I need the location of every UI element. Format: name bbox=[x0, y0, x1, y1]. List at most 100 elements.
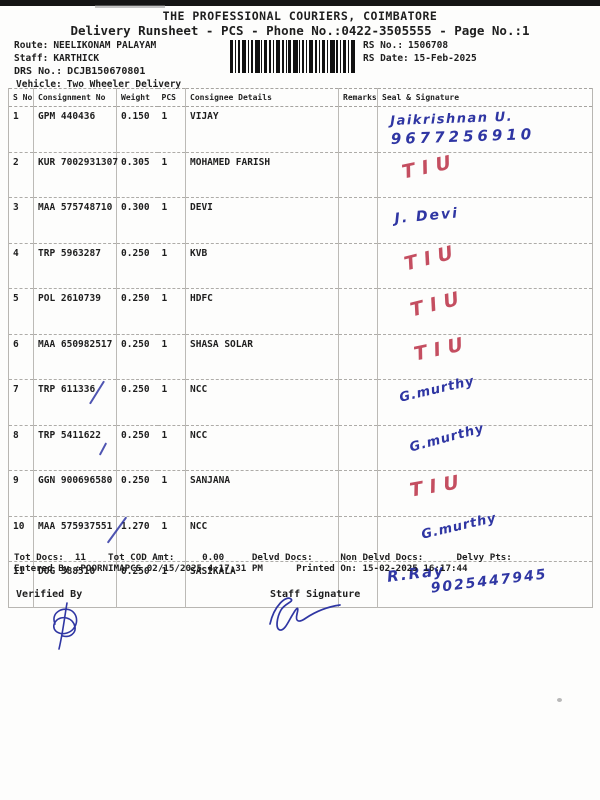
col-header-sno: S No bbox=[8, 88, 34, 107]
cell-signature: J. Devi bbox=[377, 197, 593, 244]
staff-signature-label: Staff Signature bbox=[270, 589, 361, 600]
cell-sno: 4 bbox=[8, 243, 34, 289]
route-line: Route: NEELIKONAM PALAYAM bbox=[14, 40, 156, 51]
cell-signature: TIU bbox=[377, 470, 593, 517]
cell-signature: TIU bbox=[377, 239, 593, 289]
table-row: 6 MAA 650982517 0.250 1 SHASA SOLAR TIU bbox=[8, 331, 593, 380]
cell-consignment: MAA 575748710 bbox=[33, 197, 117, 244]
cell-weight: 0.250 bbox=[116, 288, 158, 335]
runsheet-subtitle: Delivery Runsheet - PCS - Phone No.:0422… bbox=[70, 23, 530, 38]
cell-pcs: 1 bbox=[157, 334, 186, 380]
cell-pcs: 1 bbox=[157, 516, 186, 562]
col-header-consignee: Consignee Details bbox=[185, 88, 339, 107]
pen-stroke bbox=[98, 441, 108, 456]
signature-handwriting: TIU bbox=[408, 470, 468, 502]
vehicle-line: Vehicle: Two Wheeler Delivery bbox=[16, 79, 181, 90]
verified-by-signature-mark bbox=[46, 600, 86, 662]
cell-remarks bbox=[338, 379, 378, 426]
col-header-pcs: PCS bbox=[157, 88, 186, 107]
cell-sno: 10 bbox=[8, 516, 34, 562]
rs-date-value: 15-Feb-2025 bbox=[413, 53, 477, 64]
company-title: THE PROFESSIONAL COURIERS, COIMBATORE bbox=[162, 9, 438, 23]
cell-consignee: DEVI bbox=[185, 197, 339, 244]
cell-consignment: TRP 5411622 bbox=[33, 425, 117, 471]
staff-line: Staff: KARTHICK bbox=[14, 53, 99, 64]
staff-label: Staff: bbox=[14, 53, 49, 64]
rs-no-line: RS No.: 1506708 bbox=[363, 40, 448, 51]
cell-remarks bbox=[338, 106, 378, 153]
cell-consignee: SASIKALA bbox=[185, 561, 339, 608]
table-row: 10 MAA 575937551 1.270 1 NCC G.murthy bbox=[8, 510, 593, 562]
signature-handwriting: TIU bbox=[402, 239, 463, 275]
cell-pcs: 1 bbox=[157, 106, 186, 153]
cell-remarks bbox=[338, 470, 378, 517]
cell-pcs: 1 bbox=[157, 425, 186, 471]
pen-stroke bbox=[88, 380, 106, 405]
cell-consignee: VIJAY bbox=[185, 106, 339, 153]
cell-signature: G.murthy bbox=[377, 374, 593, 426]
runsheet-table-body: 1 GPM 440436 0.150 1 VIJAY Jaikrishnan U… bbox=[8, 106, 593, 608]
cell-consignee: SHASA SOLAR bbox=[185, 334, 339, 380]
staff-signature-mark bbox=[258, 592, 344, 638]
cell-consignee: HDFC bbox=[185, 288, 339, 335]
table-row: 8 TRP 5411622 0.250 1 NCC G.murthy bbox=[8, 421, 593, 471]
cell-pcs: 1 bbox=[157, 470, 186, 517]
table-row: 9 GGN 900696580 0.250 1 SANJANA TIU bbox=[8, 470, 593, 517]
signature-handwriting: Jaikrishnan U. 9677256910 bbox=[390, 109, 536, 148]
cell-remarks bbox=[338, 425, 378, 471]
cell-signature: TIU bbox=[377, 286, 593, 335]
cell-sno: 11 bbox=[8, 561, 34, 608]
cell-weight: 0.150 bbox=[116, 106, 158, 153]
rs-date-label: RS Date: bbox=[363, 53, 409, 64]
cell-signature: G.murthy bbox=[377, 510, 593, 562]
cell-signature: Jaikrishnan U. 9677256910 bbox=[377, 106, 593, 153]
cell-consignee: MOHAMED FARISH bbox=[185, 152, 339, 198]
cell-consignee: SANJANA bbox=[185, 470, 339, 517]
entered-printed-line: Entered By :POORNIMAPCS 02/15/2025 4:17:… bbox=[14, 563, 468, 574]
col-header-consignment: Consignment No bbox=[33, 88, 117, 107]
signature-handwriting: G.murthy bbox=[398, 373, 477, 406]
cell-remarks bbox=[338, 334, 378, 380]
col-header-seal: Seal & Signature bbox=[377, 88, 593, 107]
cell-consignment: GPM 440436 bbox=[33, 106, 117, 153]
signature-handwriting: TIU bbox=[400, 149, 460, 184]
cell-remarks bbox=[338, 561, 378, 608]
cell-consignment: TRP 5963287 bbox=[33, 243, 117, 289]
cell-weight: 0.300 bbox=[116, 197, 158, 244]
cell-weight: 0.250 bbox=[116, 425, 158, 471]
table-row: 4 TRP 5963287 0.250 1 KVB TIU bbox=[8, 239, 593, 289]
table-header-row: S No Consignment No Weight PCS Consignee… bbox=[8, 88, 593, 107]
col-header-remarks: Remarks bbox=[338, 88, 378, 107]
cell-consignee: NCC bbox=[185, 379, 339, 426]
cell-sno: 5 bbox=[8, 288, 34, 335]
cell-consignment: MAA 650982517 bbox=[33, 334, 117, 380]
table-row: 7 TRP 611336 0.250 1 NCC G.murthy bbox=[8, 374, 593, 426]
cell-signature: TIU bbox=[377, 149, 593, 198]
cell-consignee: KVB bbox=[185, 243, 339, 289]
cell-consignment: TRP 611336 bbox=[33, 379, 117, 426]
cell-consignee: NCC bbox=[185, 516, 339, 562]
runsheet-table: S No Consignment No Weight PCS Consignee… bbox=[8, 88, 593, 608]
cell-weight: 1.270 bbox=[116, 516, 158, 562]
cell-weight: 0.250 bbox=[116, 334, 158, 380]
vehicle-label: Vehicle: bbox=[16, 79, 62, 90]
cell-consignment: KUR 7002931307 bbox=[33, 152, 118, 198]
cell-remarks bbox=[338, 288, 378, 335]
cell-consignment: GGN 900696580 bbox=[33, 470, 117, 517]
rs-no-label: RS No.: bbox=[363, 40, 404, 51]
table-row: 1 GPM 440436 0.150 1 VIJAY Jaikrishnan U… bbox=[8, 106, 593, 153]
rs-date-line: RS Date: 15-Feb-2025 bbox=[363, 53, 477, 64]
cell-sno: 1 bbox=[8, 106, 34, 153]
staff-value: KARTHICK bbox=[53, 53, 100, 64]
cell-weight: 0.305 bbox=[116, 152, 158, 198]
table-row: 3 MAA 575748710 0.300 1 DEVI J. Devi bbox=[8, 197, 593, 244]
cell-remarks bbox=[338, 152, 378, 198]
scan-artifact-bar bbox=[0, 0, 600, 8]
cell-consignee: NCC bbox=[185, 425, 339, 471]
cell-signature: G.murthy bbox=[377, 421, 593, 471]
rs-no-value: 1506708 bbox=[408, 40, 449, 51]
drs-label: DRS No.: bbox=[14, 66, 63, 77]
signature-handwriting: TIU bbox=[412, 331, 472, 366]
cell-remarks bbox=[338, 516, 378, 562]
